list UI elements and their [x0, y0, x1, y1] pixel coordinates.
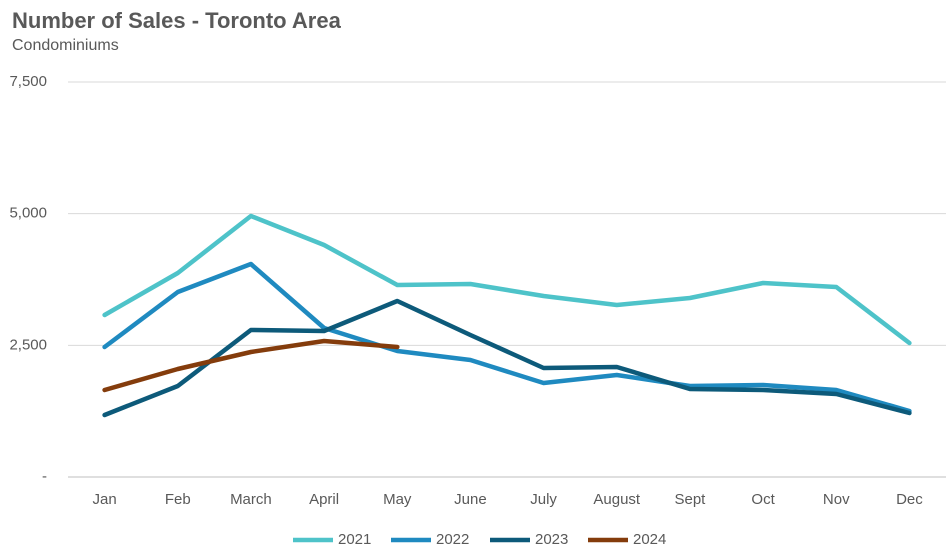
x-tick-label: April: [309, 491, 339, 508]
legend-label: 2023: [535, 531, 568, 548]
x-tick-label: Sept: [674, 491, 706, 508]
x-tick-label: Dec: [896, 491, 923, 508]
legend-label: 2022: [436, 531, 469, 548]
legend-label: 2021: [338, 531, 371, 548]
x-tick-label: Jan: [92, 491, 116, 508]
chart-subtitle: Condominiums: [12, 37, 119, 54]
x-tick-label: June: [454, 491, 487, 508]
x-tick-label: March: [230, 491, 272, 508]
x-tick-label: Oct: [751, 491, 775, 508]
y-tick-label: 5,000: [9, 205, 47, 222]
series-line: [102, 298, 912, 418]
x-tick-label: Nov: [823, 491, 850, 508]
chart-title: Number of Sales - Toronto Area: [12, 8, 342, 33]
legend-label: 2024: [633, 531, 666, 548]
x-tick-label: Feb: [165, 491, 191, 508]
series-line: [102, 338, 400, 393]
y-tick-label: 7,500: [9, 73, 47, 90]
y-tick-label: -: [42, 468, 47, 485]
x-tick-label: May: [383, 491, 412, 508]
x-tick-label: August: [593, 491, 641, 508]
series-line: [102, 213, 912, 346]
series-line: [102, 261, 912, 414]
y-tick-label: 2,500: [9, 336, 47, 353]
x-tick-label: July: [530, 491, 557, 508]
